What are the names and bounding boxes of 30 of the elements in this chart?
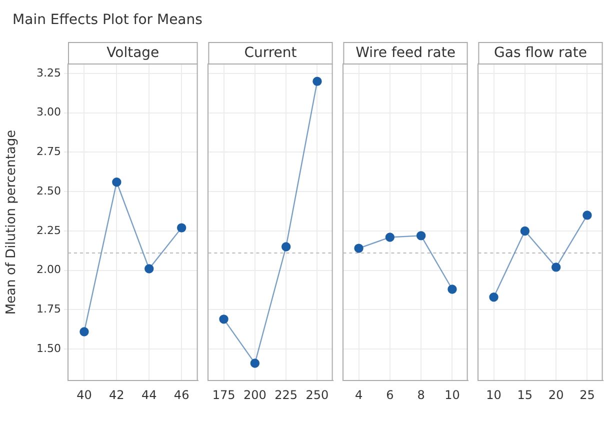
x-tick-label: 25 [580,388,595,402]
chart-title: Main Effects Plot for Means [12,11,203,30]
x-tick-label: 250 [306,388,329,402]
x-tick-label: 6 [386,388,394,402]
chart-subtitle: Wire feed rate [356,44,456,61]
chart-subtitle: Current [244,44,298,61]
x-tick-label: 200 [243,388,266,402]
x-tick-label: 4 [354,388,363,402]
x-tick-label: 20 [548,388,564,402]
y-tick-label: 2.00 [36,263,61,276]
x-tick-label: 225 [274,388,298,402]
y-tick-label: 1.75 [36,302,61,316]
x-tick-label: 10 [486,388,502,402]
y-tick-label: 1.50 [36,342,61,355]
x-tick-label: 8 [417,388,425,402]
y-tick-label: 2.25 [36,224,61,237]
chart-subtitle: Gas flow rate [494,44,587,61]
x-tick-label: 42 [109,388,124,402]
chart-subtitle: Voltage [106,44,160,61]
x-tick-label: 175 [212,388,236,402]
y-axis-title: Mean of Dilution percentage [4,130,20,315]
x-tick-label: 10 [444,388,460,402]
y-tick-label: 3.00 [36,106,61,119]
x-tick-label: 46 [174,388,190,402]
x-tick-label: 44 [141,388,157,402]
y-tick-label: 3.25 [36,66,61,80]
y-tick-label: 2.75 [36,145,61,158]
x-tick-label: 15 [517,388,533,402]
x-tick-label: 40 [76,388,92,402]
y-tick-label: 2.50 [36,184,61,198]
